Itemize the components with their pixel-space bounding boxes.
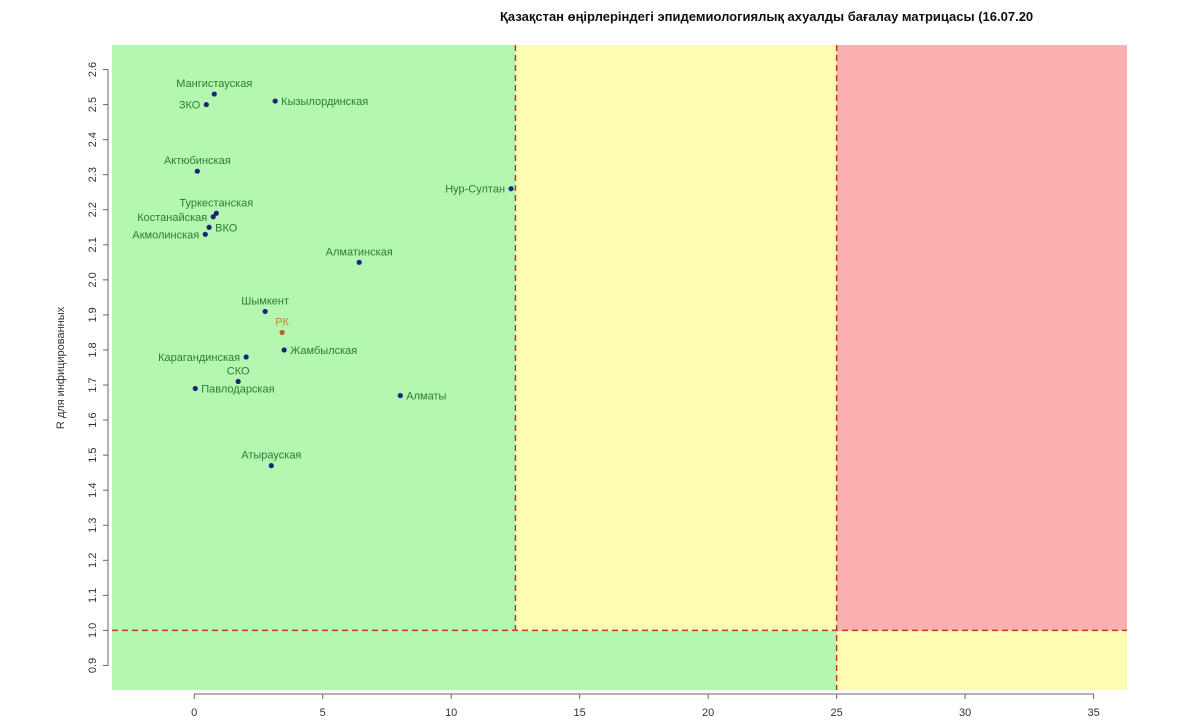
x-tick-label: 20 — [702, 707, 714, 719]
data-point — [243, 354, 249, 360]
y-tick-label: 2.2 — [87, 202, 99, 217]
data-point — [262, 308, 268, 315]
data-point-label: Жамбылская — [290, 345, 357, 357]
y-tick-label: 2.3 — [87, 167, 99, 182]
data-point — [202, 231, 208, 237]
data-point — [508, 186, 514, 192]
data-point — [279, 329, 285, 336]
y-tick-label: 1.9 — [87, 307, 99, 322]
data-point — [268, 463, 274, 469]
data-point — [210, 214, 216, 220]
y-tick-label: 2.0 — [87, 272, 99, 287]
zone-red — [836, 45, 1127, 631]
data-point-label: Нур-Султан — [445, 184, 505, 196]
x-tick-label: 0 — [191, 707, 197, 719]
data-point — [206, 224, 212, 230]
data-point — [397, 392, 403, 399]
y-tick-label: 1.4 — [87, 483, 99, 498]
data-point — [194, 168, 200, 174]
data-point-label: Атырауская — [241, 450, 301, 462]
y-tick-label: 2.5 — [87, 97, 99, 112]
zone-yellow-upper — [515, 45, 837, 631]
y-tick-label: 1.8 — [87, 342, 99, 357]
x-tick-label: 35 — [1087, 707, 1099, 719]
x-tick-label: 30 — [959, 707, 971, 719]
x-tick-label: 10 — [445, 707, 457, 719]
data-point — [203, 101, 209, 108]
data-point-label: Костанайская — [137, 212, 207, 224]
data-point — [211, 91, 217, 97]
y-tick-label: 1.5 — [87, 447, 99, 462]
x-tick-label: 25 — [831, 707, 843, 719]
data-point-label: Мангистауская — [176, 78, 252, 90]
data-point-label: Кызылординская — [281, 96, 368, 108]
data-point-label: ВКО — [215, 222, 238, 234]
data-point — [281, 347, 287, 353]
y-tick-label: 2.6 — [87, 62, 99, 77]
y-tick-label: 1.7 — [87, 377, 99, 392]
data-point-label: Карагандинская — [158, 352, 240, 364]
y-tick-label: 2.4 — [87, 132, 99, 147]
data-point-label: Актюбинская — [164, 155, 231, 167]
data-point — [356, 259, 362, 265]
data-point-label: Алматинская — [326, 246, 393, 258]
x-tick-label: 5 — [320, 707, 326, 719]
x-tick-label: 15 — [574, 707, 586, 719]
zone-yellow-lower — [836, 630, 1127, 690]
y-axis-label: R для инфицированных — [55, 306, 67, 429]
data-point-label: Акмолинская — [132, 229, 199, 241]
data-point-label: СКО — [227, 366, 250, 378]
data-point — [213, 210, 219, 216]
y-tick-label: 1.2 — [87, 553, 99, 568]
y-tick-label: 1.6 — [87, 412, 99, 427]
data-point-label: РК — [275, 316, 289, 328]
data-point-label: ЗКО — [179, 100, 201, 112]
data-point-label: Алматы — [406, 391, 446, 403]
data-point-label: Павлодарская — [201, 384, 274, 396]
data-point — [272, 98, 278, 104]
chart-title: Қазақстан өңірлеріндегі эпидемиологиялық… — [500, 9, 1033, 24]
y-tick-label: 2.1 — [87, 237, 99, 252]
y-tick-label: 1.1 — [87, 588, 99, 603]
zone-green-upper — [112, 45, 516, 631]
data-point — [235, 378, 241, 385]
zone-green-lower — [112, 630, 837, 690]
y-tick-label: 0.9 — [87, 658, 99, 673]
data-point — [192, 385, 198, 392]
y-tick-label: 1.0 — [87, 623, 99, 638]
data-point-label: Туркестанская — [179, 197, 253, 209]
y-tick-label: 1.3 — [87, 518, 99, 533]
data-point-label: Шымкент — [241, 295, 289, 307]
